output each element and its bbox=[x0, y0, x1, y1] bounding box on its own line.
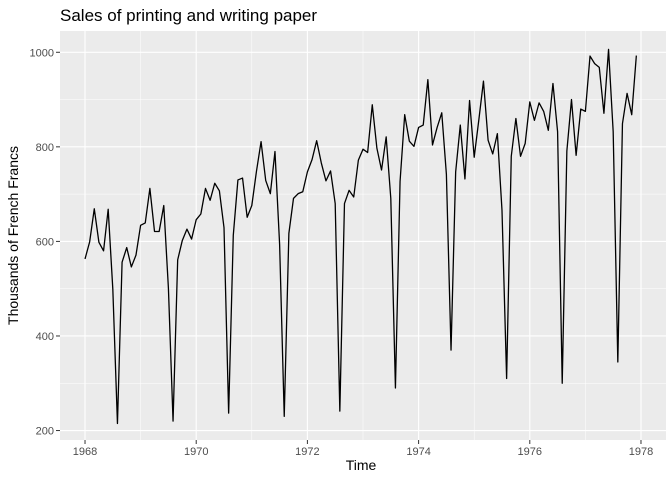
x-axis: 1968 1970 1972 1974 1976 1978 bbox=[73, 440, 653, 458]
y-axis-label: Thousands of French Francs bbox=[5, 146, 21, 325]
grid-major bbox=[60, 31, 666, 440]
x-tick-label: 1972 bbox=[295, 446, 319, 458]
y-tick-label: 400 bbox=[36, 331, 54, 343]
x-tick-label: 1968 bbox=[73, 446, 97, 458]
y-axis: 200 400 600 800 1000 bbox=[30, 47, 60, 438]
y-tick-label: 1000 bbox=[30, 47, 54, 59]
x-tick-label: 1978 bbox=[629, 446, 653, 458]
grid-minor bbox=[60, 31, 666, 440]
y-tick-label: 200 bbox=[36, 426, 54, 438]
series-layer bbox=[84, 48, 637, 425]
y-tick-label: 600 bbox=[36, 236, 54, 248]
series-line bbox=[84, 48, 637, 425]
x-tick-label: 1974 bbox=[406, 446, 430, 458]
x-tick-label: 1970 bbox=[184, 446, 208, 458]
y-tick-label: 800 bbox=[36, 142, 54, 154]
x-axis-label: Time bbox=[346, 457, 377, 473]
chart-title: Sales of printing and writing paper bbox=[60, 6, 317, 25]
x-tick-label: 1976 bbox=[518, 446, 542, 458]
